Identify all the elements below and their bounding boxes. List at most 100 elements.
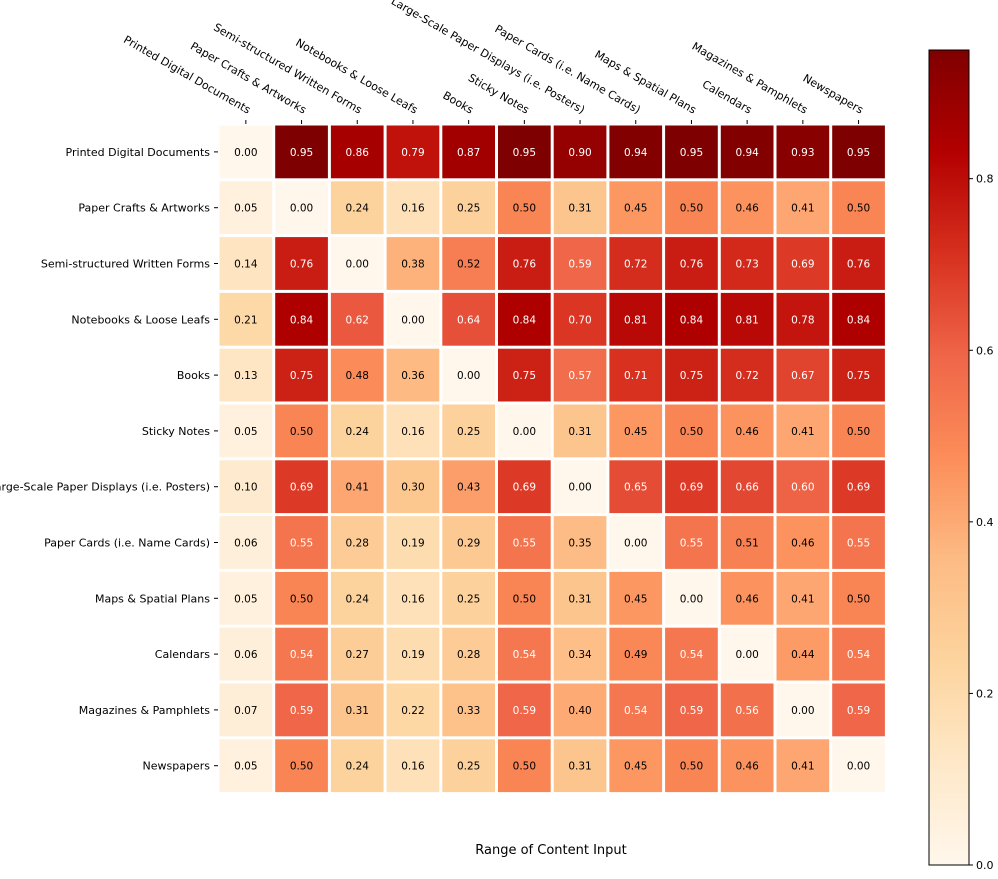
heatmap-cell: [275, 516, 328, 569]
heatmap-cell: [442, 571, 495, 625]
cell-value-label: 0.64: [457, 314, 481, 326]
cell-value-label: 0.45: [624, 426, 647, 438]
heatmap-cell: [832, 237, 885, 290]
cell-value-label: 0.16: [401, 761, 425, 773]
heatmap-cell: [776, 181, 830, 235]
heatmap-cell: [219, 683, 273, 737]
cell-value-label: 0.16: [401, 593, 425, 605]
cell-value-label: 0.25: [457, 761, 480, 773]
heatmap-cell: [720, 237, 774, 290]
cell-value-label: 0.41: [791, 761, 814, 773]
heatmap-cell: [330, 181, 384, 235]
heatmap-cell: [553, 125, 607, 179]
heatmap-cell: [498, 404, 551, 458]
y-axis-ticks: Printed Digital Documents Paper Crafts & …: [0, 146, 218, 773]
heatmap-cell: [665, 460, 718, 514]
heatmap-cell: [665, 404, 718, 458]
cell-value-label: 0.43: [457, 482, 480, 494]
heatmap-cell: [720, 348, 774, 402]
heatmap-cell: [720, 125, 774, 179]
cell-value-label: 0.00: [735, 649, 758, 661]
cell-value-label: 0.31: [346, 705, 369, 717]
heatmap-cell: [665, 739, 718, 793]
cell-value-label: 0.24: [346, 426, 370, 438]
heatmap-cell: [498, 516, 551, 569]
cell-value-label: 0.59: [290, 705, 313, 717]
cell-value-label: 0.19: [401, 538, 424, 550]
cell-value-label: 0.51: [735, 538, 758, 550]
cell-value-label: 0.66: [735, 482, 759, 494]
heatmap-cell: [219, 516, 273, 569]
cell-value-label: 0.34: [568, 649, 592, 661]
cell-value-label: 0.76: [847, 259, 871, 271]
heatmap-cell: [330, 516, 384, 569]
heatmap-cell: [442, 460, 495, 514]
cell-value-label: 0.56: [735, 705, 759, 717]
cell-value-label: 0.70: [568, 314, 591, 326]
cell-value-label: 0.27: [346, 649, 369, 661]
cell-value-label: 0.69: [513, 482, 536, 494]
cell-value-label: 0.46: [735, 593, 759, 605]
cell-value-label: 0.75: [680, 370, 703, 382]
heatmap-cell: [832, 683, 885, 737]
cell-value-label: 0.90: [568, 147, 591, 159]
cell-value-label: 0.28: [457, 649, 480, 661]
heatmap-cell: [776, 460, 830, 514]
y-tick-label: Paper Crafts & Artworks: [78, 202, 210, 215]
cell-value-label: 0.07: [234, 705, 257, 717]
cell-value-label: 0.22: [401, 705, 424, 717]
cell-value-label: 0.65: [624, 482, 647, 494]
heatmap-cell: [330, 125, 384, 179]
cell-value-label: 0.59: [568, 259, 591, 271]
heatmap-cell: [665, 292, 718, 346]
cell-value-label: 0.75: [290, 370, 313, 382]
cell-value-label: 0.50: [290, 593, 313, 605]
heatmap-cell: [386, 516, 440, 569]
cell-value-label: 0.95: [680, 147, 703, 159]
cell-value-label: 0.71: [624, 370, 647, 382]
cell-value-label: 0.54: [624, 705, 648, 717]
heatmap-cell: [832, 516, 885, 569]
heatmap-cell: [665, 125, 718, 179]
cell-value-label: 0.46: [735, 203, 759, 215]
heatmap-cell: [219, 404, 273, 458]
cell-value-label: 0.00: [513, 426, 536, 438]
cell-value-label: 0.05: [234, 761, 257, 773]
heatmap-cell: [553, 404, 607, 458]
heatmap-cell: [275, 125, 328, 179]
x-tick-label: Maps & Spatial Plans: [592, 48, 698, 117]
cell-value-label: 0.94: [624, 147, 648, 159]
cell-value-label: 0.81: [735, 314, 758, 326]
heatmap-cell: [665, 683, 718, 737]
heatmap-cell: [609, 348, 663, 402]
heatmap-cell: [275, 348, 328, 402]
heatmap-cell: [219, 237, 273, 290]
heatmap-cell: [219, 739, 273, 793]
cell-value-label: 0.50: [680, 203, 703, 215]
cell-value-label: 0.21: [234, 314, 257, 326]
cell-value-label: 0.00: [234, 147, 257, 159]
cell-value-label: 0.84: [290, 314, 314, 326]
cell-value-label: 0.25: [457, 203, 480, 215]
cell-value-label: 0.52: [457, 259, 480, 271]
heatmap-cell: [498, 683, 551, 737]
cell-value-label: 0.50: [513, 593, 536, 605]
cell-value-label: 0.44: [791, 649, 815, 661]
heatmap-cell: [219, 125, 273, 179]
heatmap-cell: [609, 683, 663, 737]
heatmap-cell: [498, 237, 551, 290]
cell-value-label: 0.55: [680, 538, 703, 550]
cell-value-label: 0.06: [234, 649, 258, 661]
cell-value-label: 0.28: [346, 538, 369, 550]
heatmap-cell: [386, 627, 440, 681]
heatmap-cell: [386, 292, 440, 346]
heatmap-cell: [553, 292, 607, 346]
cell-value-label: 0.00: [346, 259, 369, 271]
heatmap-cell: [776, 627, 830, 681]
heatmap-cell: [609, 404, 663, 458]
cell-value-label: 0.72: [624, 259, 647, 271]
cell-value-label: 0.10: [234, 482, 257, 494]
heatmap-cell: [275, 237, 328, 290]
heatmap-cell: [665, 348, 718, 402]
cell-value-label: 0.55: [513, 538, 536, 550]
